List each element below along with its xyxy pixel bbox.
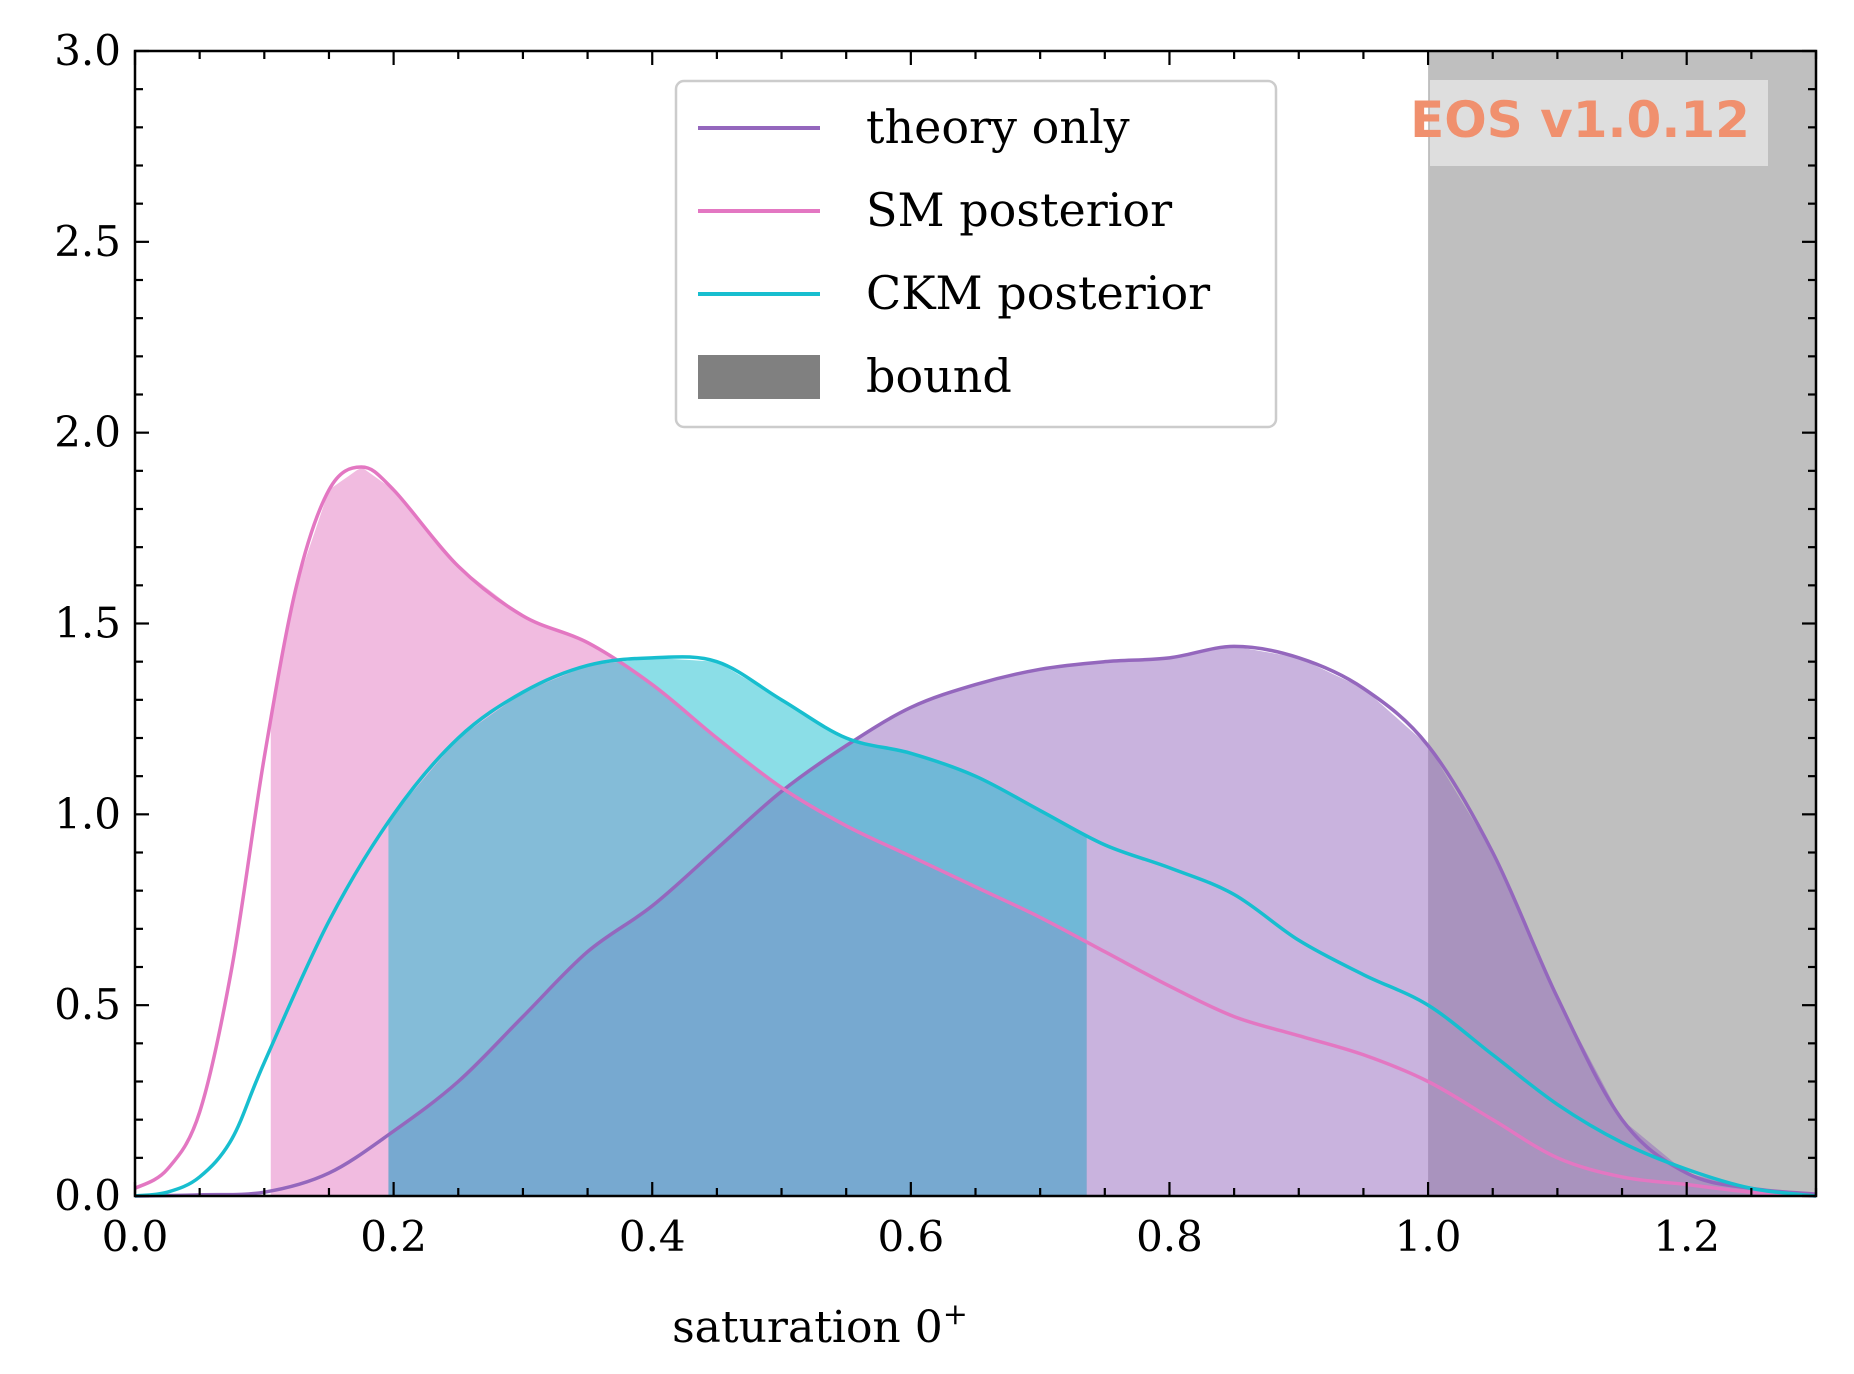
- ckm-posterior-line: [134, 655, 1817, 1198]
- legend-box: [674, 79, 1278, 429]
- x-tick-label: 0.2: [360, 1212, 427, 1261]
- density-curves: [134, 465, 1817, 1198]
- x-tick-label: 0.6: [877, 1212, 944, 1261]
- x-tick-label: 1.2: [1653, 1212, 1720, 1261]
- y-tick-label: 2.5: [54, 217, 121, 266]
- watermark-background: [1430, 80, 1768, 166]
- y-tick-label: 0.0: [54, 1171, 121, 1220]
- x-tick-label: 0.4: [619, 1212, 686, 1261]
- x-tick-label: 0.8: [1136, 1212, 1203, 1261]
- legend-label: bound: [866, 349, 1012, 403]
- legend-label: CKM posterior: [866, 266, 1210, 320]
- y-tick-labels: 0.0 0.5 1.0 1.5 2.0 2.5 3.0: [54, 26, 121, 1220]
- eos-version-watermark: EOS v1.0.12: [1410, 80, 1768, 166]
- legend-label: theory only: [866, 100, 1130, 154]
- x-tick-label: 1.0: [1395, 1212, 1462, 1261]
- watermark-text: EOS v1.0.12: [1410, 91, 1750, 149]
- credible-interval-fills: [270, 467, 1817, 1196]
- y-tick-label: 1.5: [54, 599, 121, 648]
- theory-only-line: [134, 644, 1817, 1198]
- legend: theory only SM posterior CKM posterior boun…: [674, 79, 1278, 429]
- x-tick-label: 0.0: [102, 1212, 169, 1261]
- legend-entries: theory only SM posterior CKM posterior boun…: [698, 100, 1210, 403]
- y-tick-label: 3.0: [54, 26, 121, 75]
- legend-swatch: [698, 355, 820, 399]
- sm-posterior-line: [134, 465, 1817, 1198]
- y-tick-label: 2.0: [54, 408, 121, 457]
- legend-entry-ckm-posterior: CKM posterior: [698, 266, 1210, 320]
- y-tick-label: 1.0: [54, 789, 121, 838]
- axis-ticks: [133, 49, 1818, 1198]
- legend-entry-theory-only: theory only: [698, 100, 1130, 154]
- legend-entry-bound: bound: [698, 349, 1012, 403]
- legend-entry-sm-posterior: SM posterior: [698, 183, 1172, 237]
- y-tick-label: 0.5: [54, 980, 121, 1029]
- ckm-posterior-interval-fill: [388, 657, 1087, 1196]
- x-axis-title: saturation 0+: [672, 1297, 968, 1353]
- legend-label: SM posterior: [866, 183, 1172, 237]
- x-tick-labels: 0.0 0.2 0.4 0.6 0.8 1.0 1.2: [102, 1212, 1720, 1261]
